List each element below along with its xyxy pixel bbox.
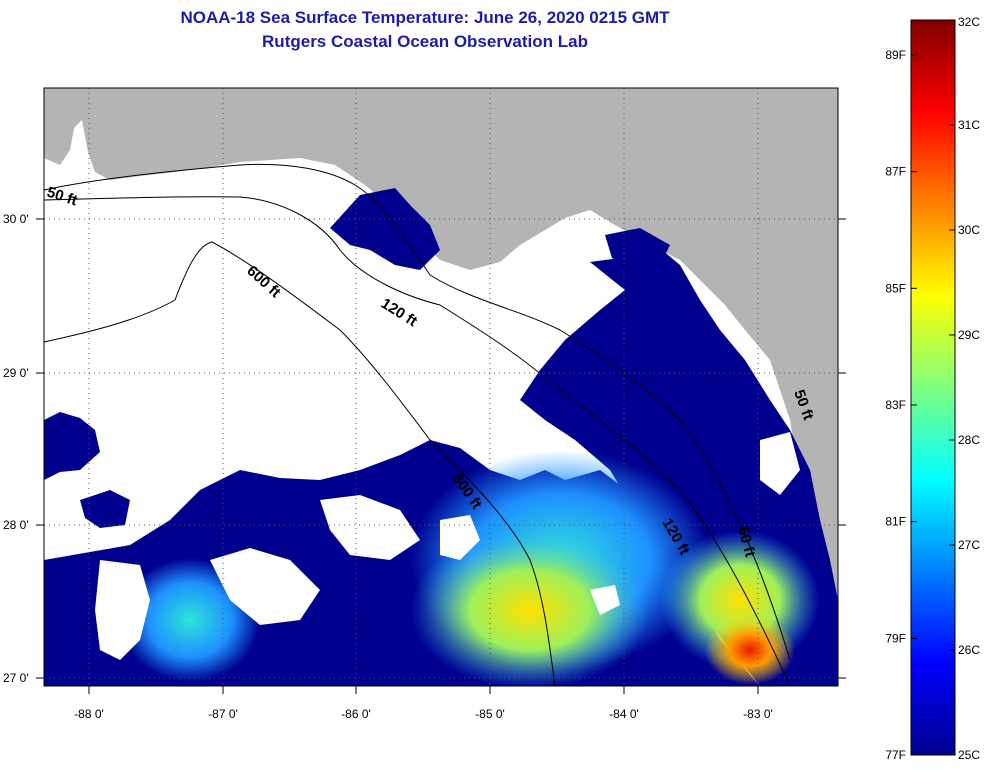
map-frame	[43, 87, 839, 687]
cloud-patches	[44, 432, 800, 660]
isobath-contours	[44, 163, 791, 686]
lon-tick-label: -85 0'	[475, 707, 505, 721]
warm-water-patch	[410, 530, 650, 686]
hot-water-patch	[705, 615, 795, 685]
lon-tick-label: -88 0'	[74, 707, 104, 721]
lon-tick-label: -86 0'	[341, 707, 371, 721]
map-title: NOAA-18 Sea Surface Temperature: June 26…	[180, 8, 670, 27]
lat-tick-label: 27 0'	[3, 671, 29, 685]
axis-ticks-right	[838, 218, 846, 679]
lat-tick-label: 28 0'	[3, 518, 29, 532]
lat-tick-label: 29 0'	[3, 366, 29, 380]
map-subtitle: Rutgers Coastal Ocean Observation Lab	[262, 32, 588, 51]
lon-tick-label: -83 0'	[743, 707, 773, 721]
lon-tick-label: -84 0'	[609, 707, 639, 721]
axis-ticks	[36, 218, 759, 694]
lon-tick-label: -87 0'	[208, 707, 238, 721]
lat-tick-label: 30 0'	[3, 212, 29, 226]
